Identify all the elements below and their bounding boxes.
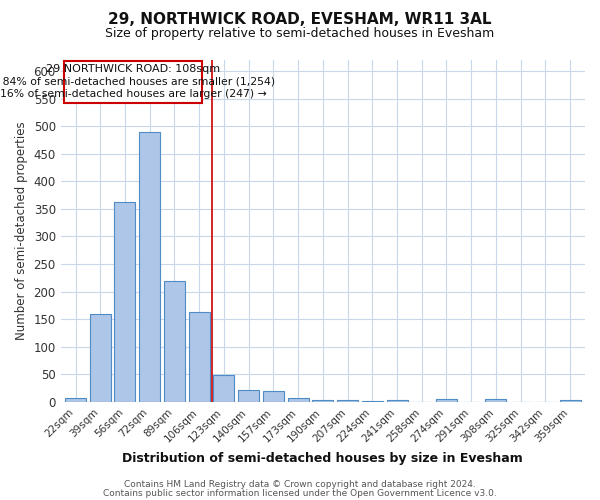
Bar	[188, 312, 209, 402]
Bar	[287, 398, 308, 402]
Bar	[560, 400, 581, 402]
Bar	[115, 202, 136, 402]
Bar	[90, 314, 111, 402]
FancyBboxPatch shape	[64, 61, 202, 103]
Text: Contains public sector information licensed under the Open Government Licence v3: Contains public sector information licen…	[103, 488, 497, 498]
Text: Size of property relative to semi-detached houses in Evesham: Size of property relative to semi-detach…	[106, 28, 494, 40]
Bar	[436, 399, 457, 402]
Bar	[485, 399, 506, 402]
Bar	[337, 400, 358, 402]
Bar	[65, 398, 86, 402]
Bar	[214, 376, 235, 402]
Text: 29, NORTHWICK ROAD, EVESHAM, WR11 3AL: 29, NORTHWICK ROAD, EVESHAM, WR11 3AL	[108, 12, 492, 28]
Text: ← 84% of semi-detached houses are smaller (1,254): ← 84% of semi-detached houses are smalle…	[0, 76, 275, 86]
Bar	[263, 391, 284, 402]
Bar	[313, 400, 334, 402]
Bar	[164, 280, 185, 402]
Text: Contains HM Land Registry data © Crown copyright and database right 2024.: Contains HM Land Registry data © Crown c…	[124, 480, 476, 489]
Bar	[238, 390, 259, 402]
Text: 16% of semi-detached houses are larger (247) →: 16% of semi-detached houses are larger (…	[0, 89, 266, 99]
Bar	[386, 400, 407, 402]
Y-axis label: Number of semi-detached properties: Number of semi-detached properties	[15, 122, 28, 340]
Bar	[139, 132, 160, 402]
X-axis label: Distribution of semi-detached houses by size in Evesham: Distribution of semi-detached houses by …	[122, 452, 523, 465]
Text: 29 NORTHWICK ROAD: 108sqm: 29 NORTHWICK ROAD: 108sqm	[46, 64, 220, 74]
